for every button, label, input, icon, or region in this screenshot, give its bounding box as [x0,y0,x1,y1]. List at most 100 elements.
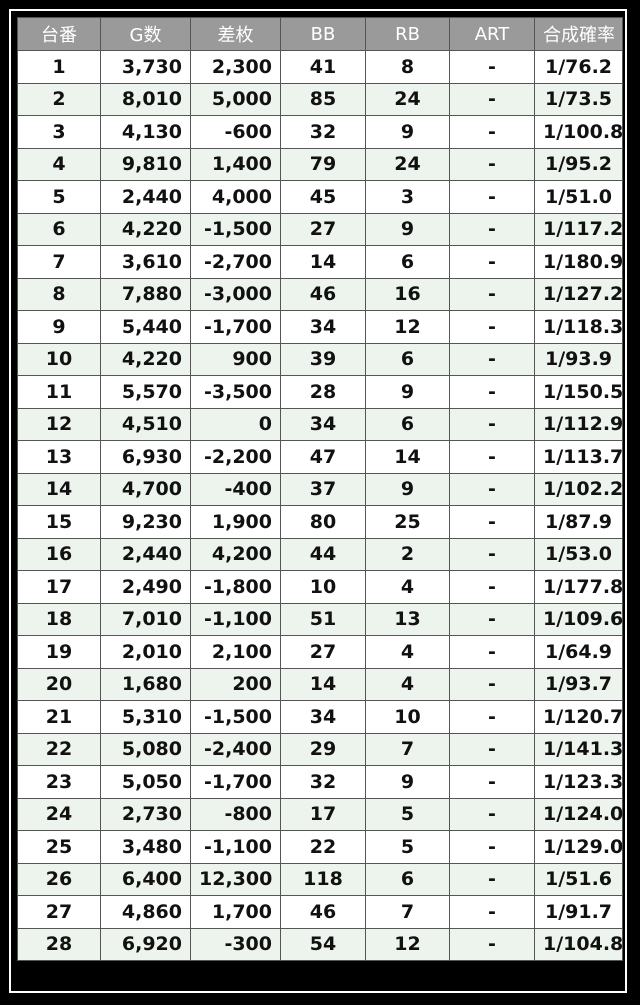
cell-machine-number: 18 [17,602,101,636]
cell-rb-count: 24 [365,147,450,181]
cell-machine-number: 6 [17,212,101,246]
cell-combined-probability: 1/51.0 [534,180,623,214]
cell-difference: 1,900 [190,505,281,539]
cell-art-count: - [449,50,535,84]
cell-art-count: - [449,82,535,116]
cell-art-count: - [449,537,535,571]
cell-combined-probability: 1/120.7 [534,700,623,734]
header-rb-count: RB [365,17,450,51]
cell-combined-probability: 1/129.0 [534,830,623,864]
table-row: 5 2,440 4,000 45 3-1/51.0 [17,180,623,214]
cell-game-count: 4,510 [100,407,191,441]
cell-combined-probability: 1/112.9 [534,407,623,441]
cell-rb-count: 6 [365,245,450,279]
cell-difference: 900 [190,342,281,376]
cell-bb-count: 45 [280,180,366,214]
cell-rb-count: 14 [365,440,450,474]
cell-machine-number: 8 [17,277,101,311]
cell-difference: -600 [190,115,281,149]
cell-game-count: 6,920 [100,927,191,961]
cell-game-count: 7,880 [100,277,191,311]
cell-difference: -2,200 [190,440,281,474]
cell-difference: 5,000 [190,82,281,116]
cell-difference: -1,100 [190,602,281,636]
cell-art-count: - [449,342,535,376]
cell-difference: 1,400 [190,147,281,181]
cell-rb-count: 7 [365,732,450,766]
cell-game-count: 4,130 [100,115,191,149]
cell-bb-count: 28 [280,375,366,409]
cell-machine-number: 12 [17,407,101,441]
cell-game-count: 1,680 [100,667,191,701]
cell-difference: -800 [190,797,281,831]
cell-machine-number: 28 [17,927,101,961]
cell-game-count: 2,490 [100,570,191,604]
cell-difference: 200 [190,667,281,701]
cell-combined-probability: 1/53.0 [534,537,623,571]
cell-art-count: - [449,895,535,929]
cell-machine-number: 15 [17,505,101,539]
cell-rb-count: 4 [365,570,450,604]
cell-combined-probability: 1/76.2 [534,50,623,84]
cell-bb-count: 34 [280,700,366,734]
cell-art-count: - [449,505,535,539]
cell-rb-count: 6 [365,407,450,441]
cell-difference: -3,500 [190,375,281,409]
table-row: 11 5,570 -3,500 28 9-1/150.5 [17,375,623,409]
cell-difference: 4,000 [190,180,281,214]
cell-machine-number: 2 [17,82,101,116]
cell-bb-count: 46 [280,895,366,929]
cell-combined-probability: 1/180.9 [534,245,623,279]
cell-game-count: 2,010 [100,635,191,669]
cell-game-count: 6,930 [100,440,191,474]
header-bb-count: BB [280,17,366,51]
cell-machine-number: 24 [17,797,101,831]
cell-game-count: 4,220 [100,212,191,246]
table-row: 23 5,050 -1,700 32 9-1/123.3 [17,765,623,799]
cell-machine-number: 27 [17,895,101,929]
table-row: 26 6,400 12,300 118 6-1/51.6 [17,862,623,896]
table-row: 13 6,930 -2,200 47 14-1/113.7 [17,440,623,474]
cell-rb-count: 3 [365,180,450,214]
cell-art-count: - [449,147,535,181]
cell-bb-count: 22 [280,830,366,864]
table-row: 16 2,440 4,200 44 2-1/53.0 [17,537,623,571]
cell-game-count: 7,010 [100,602,191,636]
table-row: 20 1,680 200 14 4-1/93.7 [17,667,623,701]
table-row: 4 9,810 1,400 79 24-1/95.2 [17,147,623,181]
table-row: 27 4,860 1,700 46 7-1/91.7 [17,895,623,929]
cell-bb-count: 54 [280,927,366,961]
cell-difference: 4,200 [190,537,281,571]
cell-machine-number: 20 [17,667,101,701]
table-row: 9 5,440 -1,700 34 12-1/118.3 [17,310,623,344]
cell-game-count: 9,230 [100,505,191,539]
cell-bb-count: 46 [280,277,366,311]
cell-game-count: 2,440 [100,180,191,214]
cell-bb-count: 14 [280,245,366,279]
cell-art-count: - [449,830,535,864]
cell-art-count: - [449,667,535,701]
cell-difference: 1,700 [190,895,281,929]
cell-rb-count: 12 [365,310,450,344]
cell-combined-probability: 1/150.5 [534,375,623,409]
cell-combined-probability: 1/102.2 [534,472,623,506]
cell-art-count: - [449,635,535,669]
cell-machine-number: 21 [17,700,101,734]
cell-rb-count: 2 [365,537,450,571]
cell-rb-count: 8 [365,50,450,84]
cell-combined-probability: 1/104.8 [534,927,623,961]
cell-combined-probability: 1/141.3 [534,732,623,766]
cell-rb-count: 16 [365,277,450,311]
cell-combined-probability: 1/95.2 [534,147,623,181]
cell-machine-number: 9 [17,310,101,344]
table-row: 22 5,080 -2,400 29 7-1/141.3 [17,732,623,766]
cell-machine-number: 13 [17,440,101,474]
cell-combined-probability: 1/118.3 [534,310,623,344]
cell-art-count: - [449,180,535,214]
cell-rb-count: 12 [365,927,450,961]
cell-machine-number: 1 [17,50,101,84]
cell-difference: -1,700 [190,765,281,799]
cell-bb-count: 118 [280,862,366,896]
cell-combined-probability: 1/73.5 [534,82,623,116]
cell-art-count: - [449,440,535,474]
